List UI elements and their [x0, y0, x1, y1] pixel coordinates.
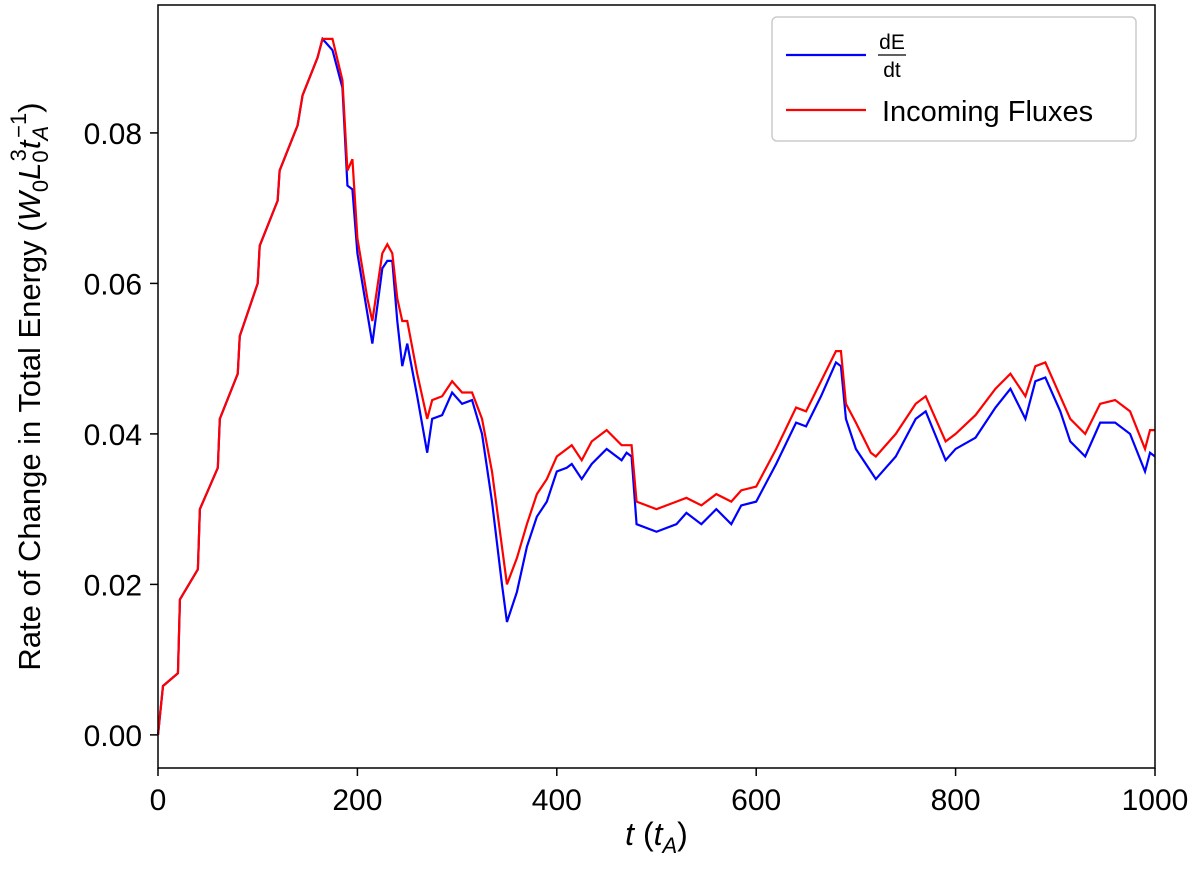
series-line — [156, 37, 1155, 736]
y-tick-label: 0.08 — [84, 118, 142, 151]
y-axis-label-part: 3 — [6, 149, 31, 161]
y-axis-label-part: A — [28, 126, 53, 143]
x-axis-label-part: t — [654, 816, 664, 852]
y-tick-label: 0.00 — [84, 720, 142, 753]
y-axis-label-part: L — [12, 163, 47, 180]
x-tick-label: 1000 — [1122, 784, 1189, 817]
y-axis-label-part: 0 — [28, 180, 53, 192]
series-line — [156, 36, 1156, 736]
legend-label: Incoming Fluxes — [882, 96, 1093, 128]
x-axis-label: t (tA) — [625, 816, 688, 858]
x-tick-label: 600 — [731, 784, 781, 817]
y-tick-label: 0.02 — [84, 569, 142, 602]
y-axis-label: Rate of Change in Total Energy (W0L03tA−… — [6, 102, 53, 670]
y-axis-label-part: −1 — [6, 113, 31, 138]
x-axis-label-part: A — [660, 833, 677, 858]
x-axis-label-part: t — [625, 816, 635, 852]
x-tick-label: 200 — [332, 784, 382, 817]
x-tick-label: 800 — [931, 784, 981, 817]
y-axis-label-part: 0 — [28, 150, 53, 162]
y-axis-label-part: Rate of Change in Total Energy ( — [12, 221, 47, 671]
y-axis-label-part: W — [12, 189, 47, 221]
x-axis-label-part: ) — [677, 816, 688, 852]
x-axis-label-part: ( — [634, 816, 654, 852]
y-axis-label-part: ) — [12, 102, 47, 112]
plot-frame — [157, 4, 1156, 769]
y-tick-label: 0.04 — [84, 419, 142, 452]
y-axis-label-part: t — [12, 139, 47, 149]
x-tick-label: 400 — [532, 784, 582, 817]
legend-label: dt — [883, 59, 901, 82]
y-tick-label: 0.06 — [84, 268, 142, 301]
legend-label: dE — [879, 31, 905, 54]
x-tick-label: 0 — [150, 784, 167, 817]
